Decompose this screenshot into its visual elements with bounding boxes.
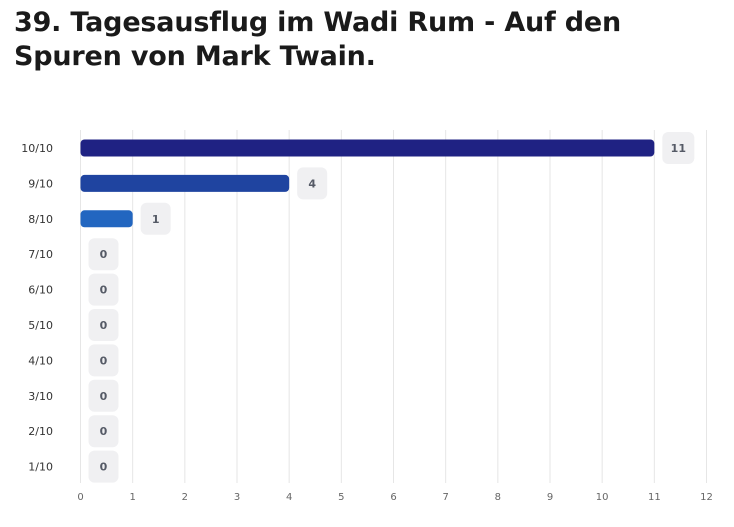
- bars: [80, 139, 655, 228]
- x-tick-label: 5: [338, 492, 344, 503]
- x-tick-label: 11: [648, 492, 661, 503]
- value-badge: [88, 273, 119, 306]
- value-label: 4: [308, 177, 316, 190]
- category-label: 10/10: [21, 142, 53, 155]
- category-label: 3/10: [28, 390, 53, 403]
- category-axis: 10/10 9/10 8/10 7/10 6/10 5/10 4/10 3/10 2/10 1/1…: [21, 142, 53, 474]
- value-label: 0: [100, 390, 108, 403]
- x-tick-label: 9: [547, 492, 553, 503]
- bar: [80, 210, 133, 228]
- value-label: 0: [100, 425, 108, 438]
- value-label: 11: [671, 142, 686, 155]
- value-badges: 11 4 1 0 0 0 0 0 0 0: [88, 132, 695, 483]
- value-badge: [297, 167, 328, 200]
- value-badge: [88, 238, 119, 271]
- value-badge: [140, 202, 171, 235]
- x-tick-label: 8: [495, 492, 501, 503]
- x-tick-label: 4: [286, 492, 292, 503]
- value-label: 0: [100, 354, 108, 367]
- category-label: 8/10: [28, 213, 53, 226]
- x-tick-label: 0: [77, 492, 83, 503]
- category-label: 5/10: [28, 319, 53, 332]
- x-tick-label: 7: [442, 492, 448, 503]
- category-label: 4/10: [28, 354, 53, 367]
- value-badge: [88, 379, 119, 412]
- category-label: 2/10: [28, 425, 53, 438]
- value-badge: [88, 309, 119, 341]
- page-title: 39. Tagesausflug im Wadi Rum - Auf den S…: [14, 7, 622, 72]
- value-axis: 0 1 2 3 4 5 6 7 8 9 10 11 12: [77, 492, 713, 503]
- category-label: 9/10: [28, 177, 53, 190]
- value-label: 0: [100, 248, 108, 261]
- value-badge: [88, 344, 119, 377]
- x-tick-label: 1: [129, 492, 135, 503]
- category-label: 7/10: [28, 248, 53, 261]
- value-label: 0: [100, 461, 108, 474]
- bar: [80, 174, 290, 192]
- value-badge: [88, 415, 119, 448]
- x-tick-label: 2: [182, 492, 188, 503]
- value-label: 0: [100, 319, 108, 332]
- x-tick-label: 3: [234, 492, 240, 503]
- gridlines: [80, 130, 707, 483]
- category-label: 1/10: [28, 461, 53, 474]
- bar: [80, 139, 655, 157]
- value-label: 0: [100, 284, 108, 297]
- value-badge: [88, 450, 119, 483]
- x-tick-label: 12: [700, 492, 713, 503]
- category-label: 6/10: [28, 284, 53, 297]
- x-tick-label: 6: [390, 492, 396, 503]
- x-tick-label: 10: [596, 492, 609, 503]
- value-label: 1: [152, 213, 160, 226]
- value-badge: [662, 132, 695, 164]
